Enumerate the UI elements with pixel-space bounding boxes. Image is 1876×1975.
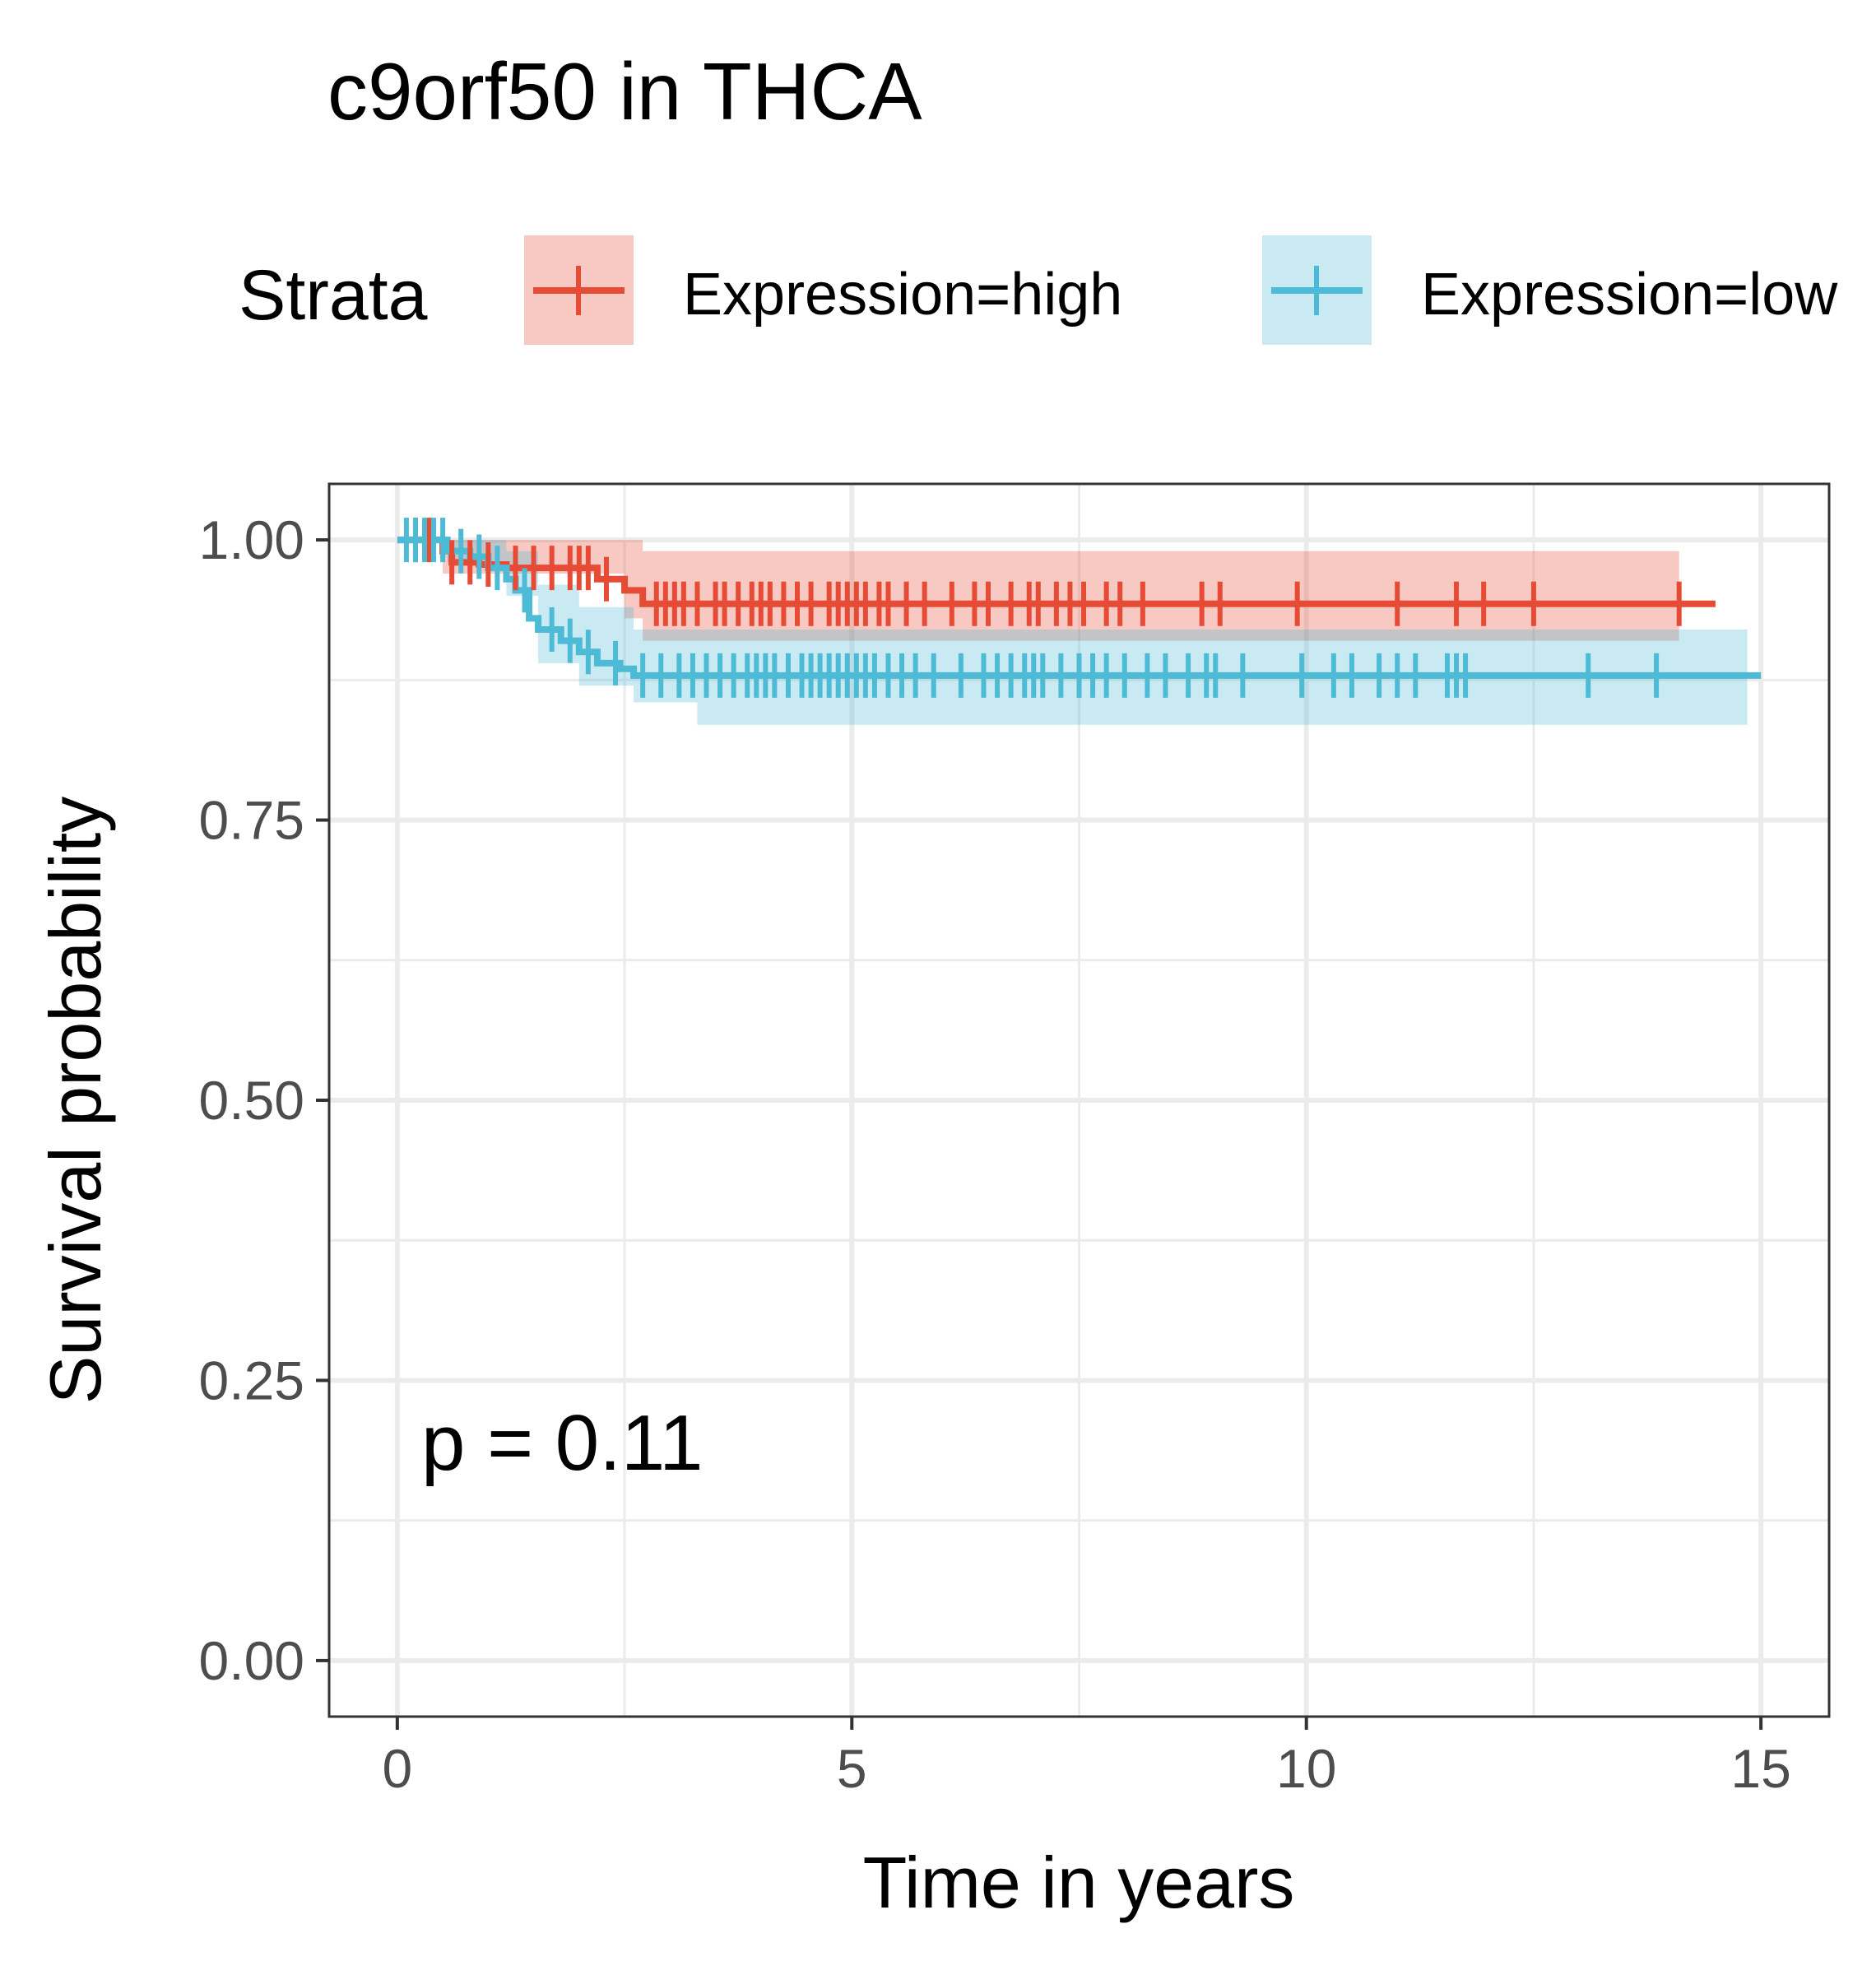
legend-item-high: Expression=high bbox=[524, 235, 1122, 345]
y-tick-label: 0.00 bbox=[199, 1630, 304, 1691]
x-tick-label: 0 bbox=[383, 1738, 413, 1799]
legend-label-high: Expression=high bbox=[683, 262, 1122, 328]
x-axis-label: Time in years bbox=[863, 1842, 1295, 1923]
y-tick-label: 1.00 bbox=[199, 509, 304, 570]
x-axis: 0 5 10 15 bbox=[383, 1717, 1791, 1799]
x-tick-label: 15 bbox=[1730, 1738, 1790, 1799]
x-tick-label: 5 bbox=[837, 1738, 867, 1799]
y-tick-label: 0.50 bbox=[199, 1070, 304, 1131]
x-tick-label: 10 bbox=[1276, 1738, 1336, 1799]
legend: Strata Expression=high Expression=low bbox=[239, 235, 1838, 345]
legend-label-low: Expression=low bbox=[1421, 262, 1838, 328]
legend-item-low: Expression=low bbox=[1262, 235, 1838, 345]
y-tick-label: 0.75 bbox=[199, 790, 304, 851]
censor-marks bbox=[403, 518, 1682, 698]
y-axis: 0.00 0.25 0.50 0.75 1.00 bbox=[199, 509, 329, 1691]
grid-major bbox=[329, 484, 1829, 1717]
p-value-annotation: p = 0.11 bbox=[421, 1399, 704, 1487]
chart-title: c9orf50 in THCA bbox=[327, 46, 922, 137]
y-axis-label: Survival probability bbox=[35, 797, 116, 1405]
y-tick-label: 0.25 bbox=[199, 1350, 304, 1410]
legend-title: Strata bbox=[239, 256, 428, 335]
plot-panel: p = 0.11 bbox=[327, 482, 1831, 1718]
